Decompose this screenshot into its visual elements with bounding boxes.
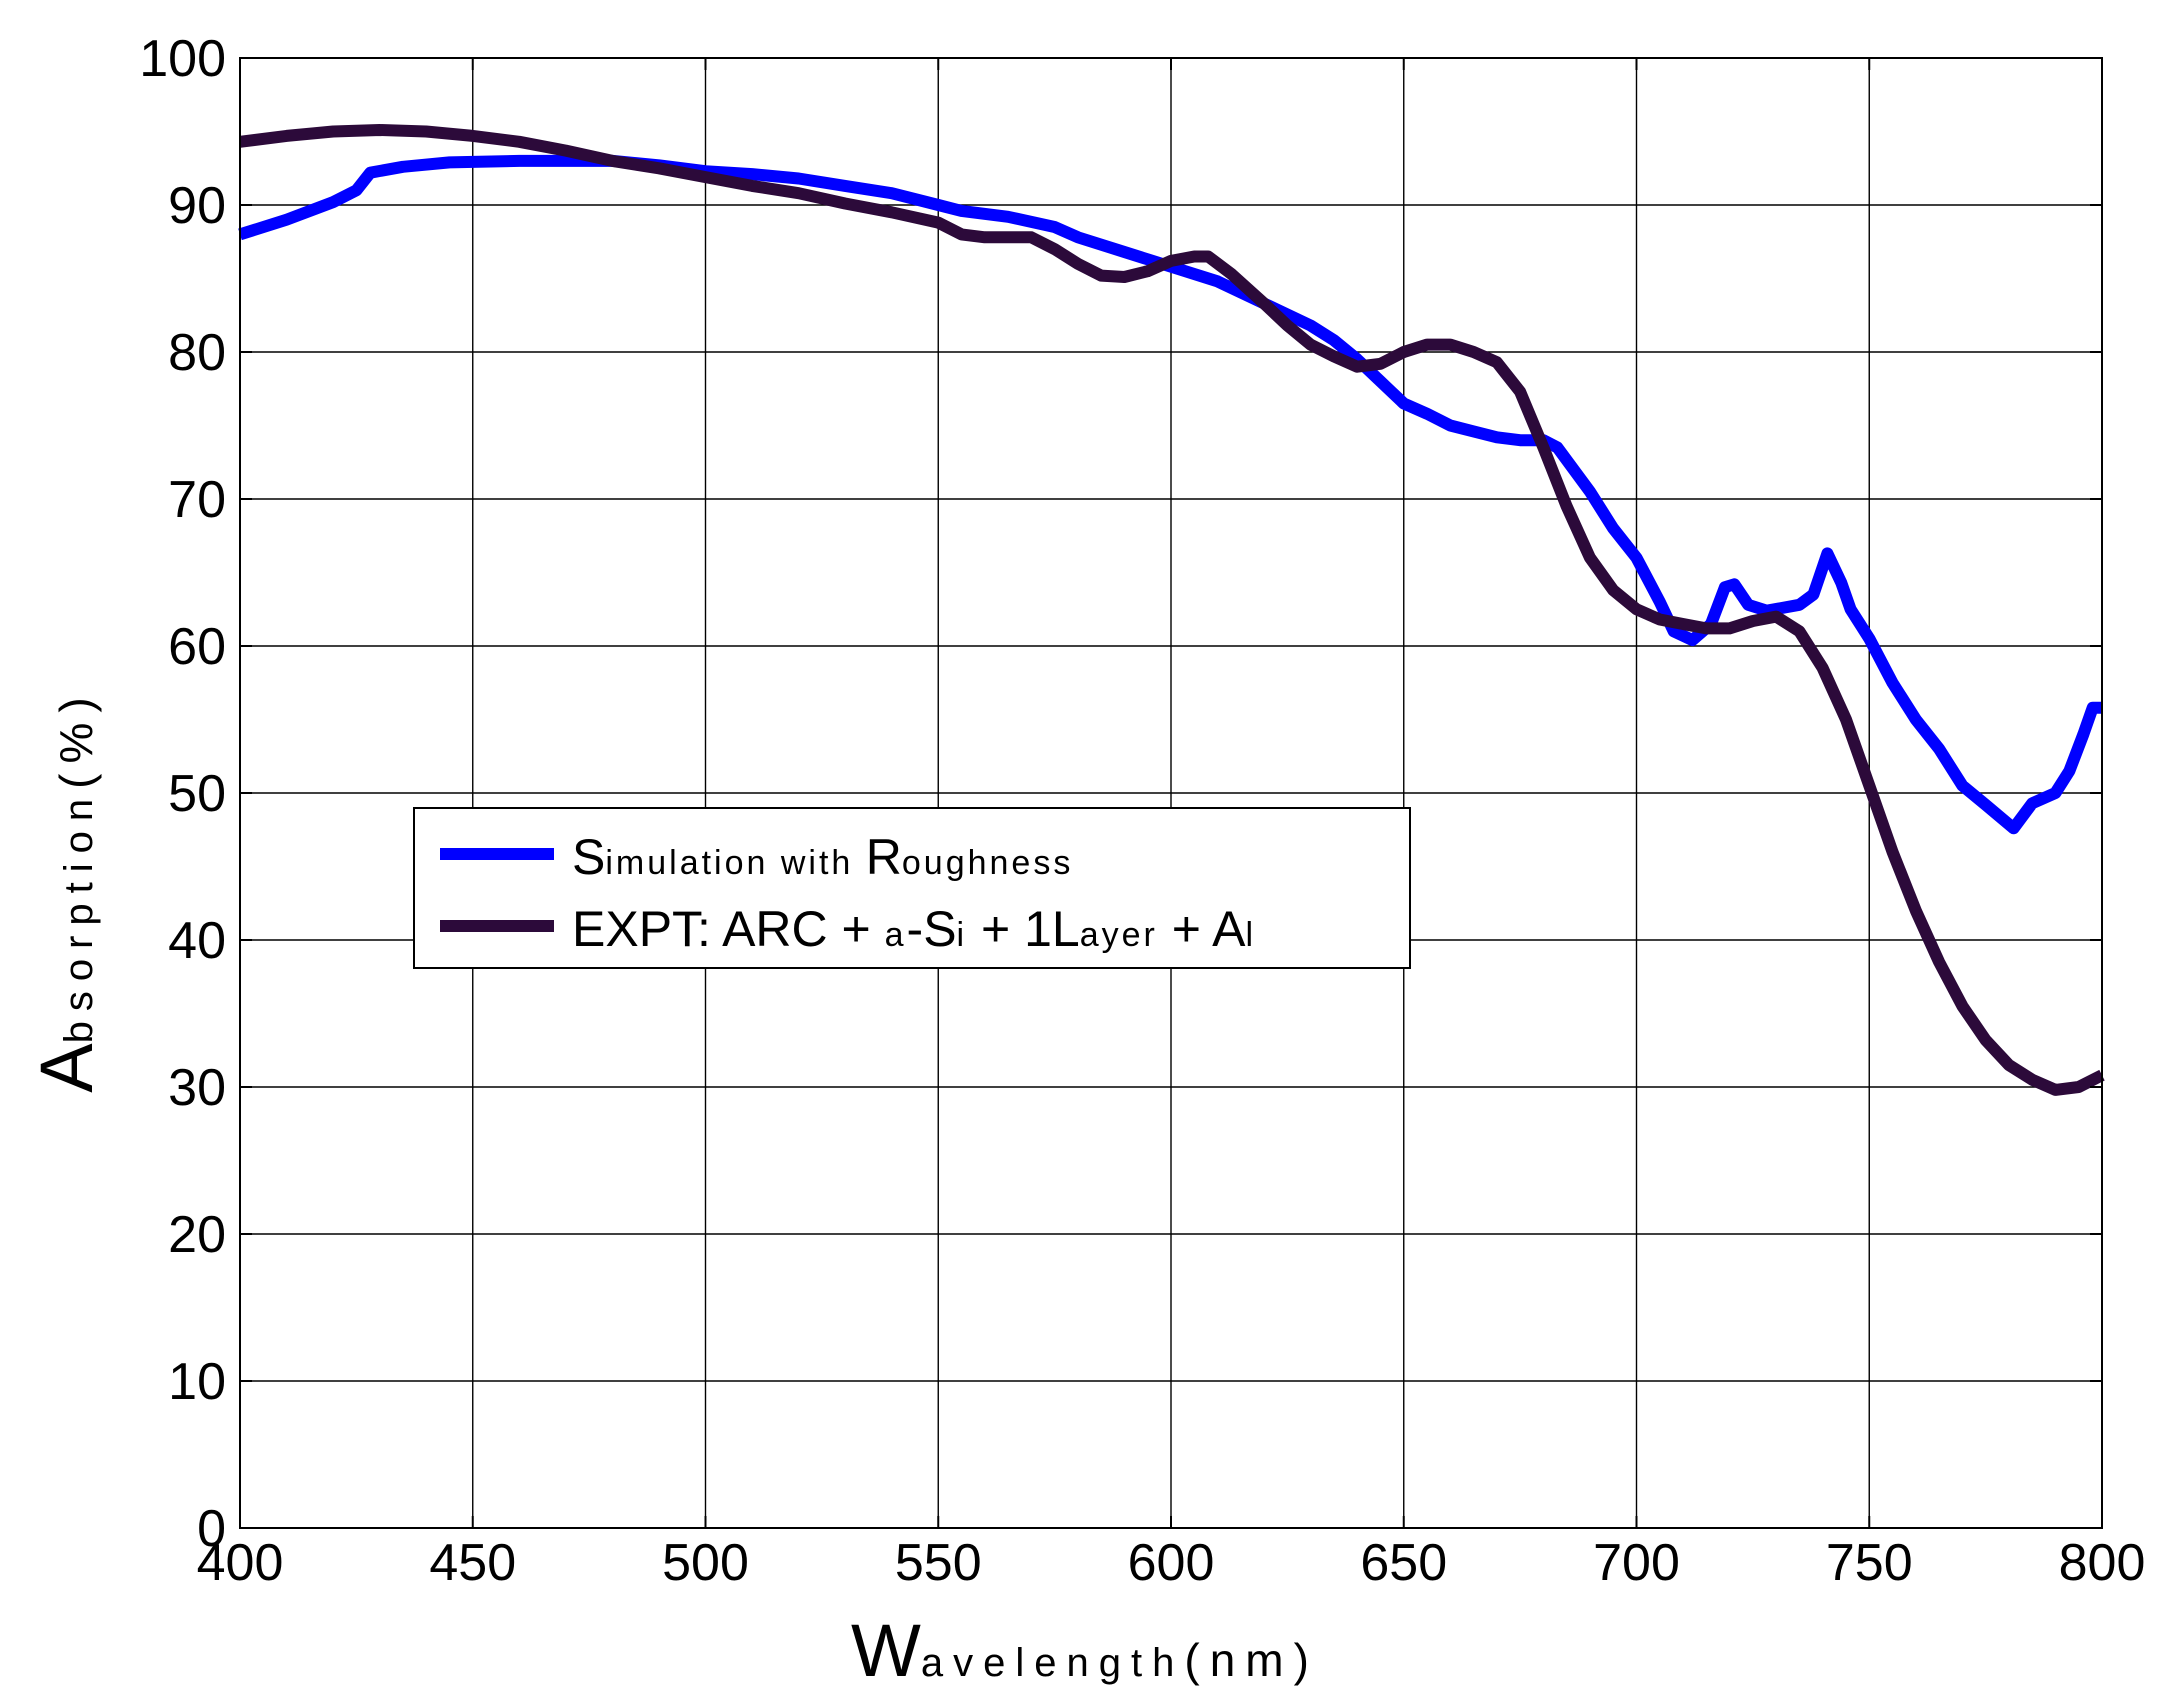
- y-tick-label: 70: [168, 471, 226, 529]
- x-tick-label: 400: [197, 1534, 284, 1592]
- x-tick-label: 550: [895, 1534, 982, 1592]
- x-tick-label: 500: [662, 1534, 749, 1592]
- x-tick-label: 600: [1128, 1534, 1215, 1592]
- x-tick-label: 650: [1360, 1534, 1447, 1592]
- legend-box: [413, 807, 1411, 969]
- x-tick-label: 450: [429, 1534, 516, 1592]
- axis-labels: Wavelength(nm) Absorption(%): [25, 687, 1319, 1692]
- x-tick-label: 700: [1593, 1534, 1680, 1592]
- y-tick-label: 60: [168, 618, 226, 676]
- y-tick-label: 10: [168, 1353, 226, 1411]
- legend: Simulation with Roughness EXPT: ARC + a-S…: [413, 807, 1411, 969]
- series-lines: [238, 124, 2105, 1096]
- y-tick-label: 40: [168, 912, 226, 970]
- series-line-2: [239, 124, 2105, 1096]
- y-tick-label: 20: [168, 1206, 226, 1264]
- x-axis-label: Wavelength(nm): [851, 1609, 1319, 1692]
- y-tick-label: 100: [139, 30, 226, 88]
- tick-labels: 400 450 500 550 600 650 700 750 800 0 10 20 30 40 50 60…: [139, 30, 2145, 1592]
- y-axis-label: Absorption(%): [25, 687, 108, 1092]
- y-tick-label: 50: [168, 765, 226, 823]
- legend-label-2: EXPT: ARC + a-Si + 1Layer + Al: [572, 901, 1256, 957]
- y-tick-label: 0: [197, 1500, 226, 1558]
- y-tick-label: 30: [168, 1059, 226, 1117]
- x-tick-label: 750: [1826, 1534, 1913, 1592]
- x-tick-label: 800: [2059, 1534, 2146, 1592]
- y-tick-label: 90: [168, 177, 226, 235]
- y-tick-label: 80: [168, 324, 226, 382]
- legend-label-1: Simulation with Roughness: [572, 829, 1073, 885]
- series-line-1: [238, 154, 2102, 835]
- plot-frame: [239, 57, 2103, 1529]
